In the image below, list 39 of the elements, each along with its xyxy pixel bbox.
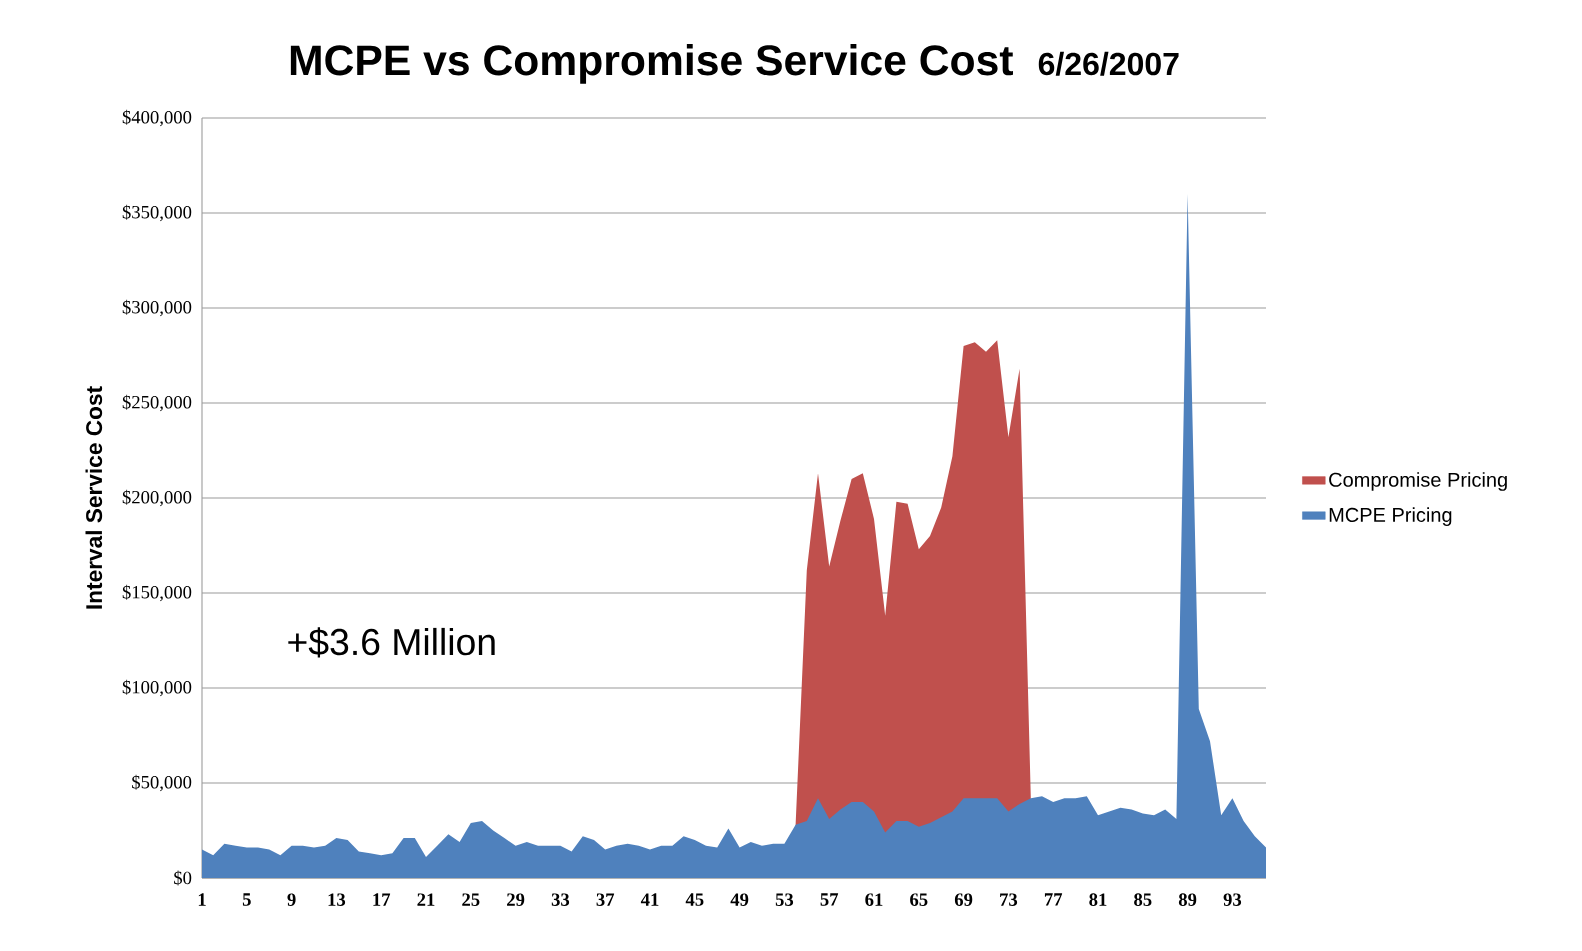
x-tick-label: 61: [865, 893, 883, 906]
chart-subtitle: 6/26/2007: [1038, 51, 1179, 76]
x-tick-label: 49: [730, 893, 749, 906]
x-tick-label: 5: [242, 893, 251, 906]
x-tick-label: 25: [462, 893, 480, 906]
x-tick-label: 53: [775, 893, 794, 906]
y-tick-label: $50,000: [132, 774, 192, 792]
y-tick-label: $200,000: [122, 489, 192, 507]
x-tick-label: 29: [507, 893, 525, 906]
annotation: +$3.6 Million: [288, 627, 495, 658]
x-tick-label: 73: [1000, 893, 1018, 906]
x-tick-label: 93: [1223, 893, 1242, 906]
chart-title: MCPE vs Compromise Service Cost: [290, 44, 1013, 84]
y-tick-label: $150,000: [122, 584, 192, 602]
x-tick-label: 89: [1178, 893, 1197, 906]
y-tick-label: $100,000: [122, 679, 192, 697]
legend-label: MCPE Pricing: [1329, 507, 1452, 526]
x-tick-label: 21: [417, 893, 435, 906]
x-tick-label: 57: [820, 893, 839, 906]
x-tick-label: 81: [1089, 893, 1107, 906]
y-tick-label: $300,000: [122, 299, 192, 317]
x-tick-label: 85: [1134, 893, 1152, 906]
x-tick-label: 77: [1044, 893, 1063, 906]
x-tick-label: 45: [685, 893, 704, 906]
x-tick-label: 9: [287, 893, 296, 906]
x-tick-label: 69: [954, 893, 973, 906]
y-tick-label: $0: [174, 870, 192, 886]
x-tick-label: 37: [596, 893, 615, 906]
y-tick-label: $350,000: [122, 204, 192, 222]
x-tick-label: 41: [640, 893, 659, 906]
x-tick-label: 13: [328, 893, 346, 906]
x-tick-label: 65: [910, 893, 928, 906]
y-axis-title: Interval Service Cost: [85, 386, 103, 609]
y-tick-label: $250,000: [122, 394, 192, 412]
x-tick-label: 17: [373, 893, 391, 906]
x-tick-label: 1: [198, 893, 206, 906]
y-tick-label: $400,000: [122, 109, 192, 127]
x-tick-label: 33: [551, 893, 570, 906]
legend-label: Compromise Pricing: [1329, 472, 1507, 491]
